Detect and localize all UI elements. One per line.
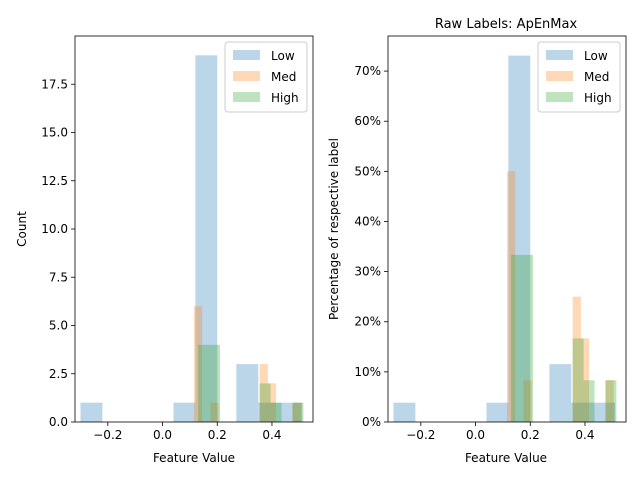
left-y-tick-label-7: 17.5: [41, 77, 68, 91]
right-high-bar-3: [583, 380, 595, 422]
right-low-bar-5: [593, 402, 616, 422]
right-y-tick-label-4: 40%: [354, 214, 381, 228]
right-med-bar-2: [572, 296, 581, 422]
left-high-bar-0: [198, 344, 210, 422]
right-med-bar-4: [605, 380, 614, 422]
left-y-tick-label-0: 0.0: [49, 415, 68, 429]
left-legend-label-med: Med: [271, 70, 296, 84]
left-med-bar-4: [292, 402, 301, 422]
right-x-axis-label: Feature Value: [465, 451, 547, 465]
right-x-tick-label-1: 0.0: [466, 428, 485, 442]
left-legend-label-high: High: [271, 91, 299, 105]
left-med-bar-3: [267, 383, 277, 422]
right-high-bar-1: [522, 254, 533, 422]
left-y-tick-label-2: 5.0: [49, 319, 68, 333]
left-low-bar-5: [280, 402, 303, 422]
left-low-bar-0: [80, 402, 103, 422]
right-y-tick-label-6: 60%: [354, 114, 381, 128]
right-legend-swatch-med: [546, 71, 573, 81]
left-y-tick-label-3: 7.5: [49, 270, 68, 284]
right-low-bar-2: [508, 55, 531, 423]
left-low-bar-3: [236, 364, 259, 422]
left-x-tick-label-3: 0.4: [262, 428, 281, 442]
left-x-tick-label-2: 0.2: [208, 428, 227, 442]
right-legend-label-med: Med: [584, 70, 609, 84]
right-high-bar-4: [605, 380, 617, 422]
right-legend-swatch-low: [546, 50, 573, 60]
right-high-bar-0: [511, 254, 523, 422]
left-low-bar-4: [258, 402, 281, 422]
left-legend-label-low: Low: [271, 49, 295, 63]
right-y-tick-label-7: 70%: [354, 64, 381, 78]
left-legend: Low Med High: [224, 41, 308, 113]
right-high-bar-2: [572, 338, 584, 422]
left-med-bar-1: [210, 402, 219, 422]
right-chart-title: Raw Labels: ApEnMax: [435, 17, 578, 32]
right-y-tick-label-2: 20%: [354, 315, 381, 329]
right-low-bar-3: [549, 364, 572, 422]
right-med-bar-3: [580, 338, 590, 422]
left-high-bar-2: [259, 383, 271, 422]
left-y-axis-label: Count: [15, 211, 29, 247]
left-x-tick-label-0: −0.2: [93, 428, 122, 442]
right-x-tick-label-0: −0.2: [406, 428, 435, 442]
right-low-bar-4: [571, 402, 594, 422]
right-med-bar-1: [523, 380, 532, 422]
left-low-bar-1: [173, 402, 196, 422]
right-med-bar-0: [507, 171, 516, 422]
right-low-bar-0: [393, 402, 416, 422]
left-med-bar-2: [259, 364, 268, 422]
left-y-tick-label-5: 12.5: [41, 174, 68, 188]
left-high-bar-3: [270, 402, 282, 422]
right-legend-label-low: Low: [584, 49, 608, 63]
right-legend-swatch-high: [546, 92, 573, 102]
right-y-tick-label-3: 30%: [354, 265, 381, 279]
left-legend-swatch-low: [233, 50, 260, 60]
left-med-bar-0: [194, 306, 203, 422]
left-histogram-panel: Feature Value Count −0.2 0.0 0.2 0.4 0.0 2.5 5…: [15, 35, 314, 465]
right-y-tick-label-0: 0%: [362, 415, 381, 429]
left-high-bar-4: [292, 402, 304, 422]
left-high-bar-1: [209, 344, 220, 422]
right-y-axis-label: Percentage of respective label: [327, 138, 341, 320]
right-low-bar-1: [486, 402, 509, 422]
right-axes-frame: [387, 35, 627, 423]
left-x-axis-label: Feature Value: [153, 451, 235, 465]
right-legend-box: [537, 41, 621, 113]
right-y-tick-label-1: 10%: [354, 365, 381, 379]
left-y-tick-label-6: 15.0: [41, 126, 68, 140]
left-x-tick-label-1: 0.0: [153, 428, 172, 442]
right-y-tick-label-5: 50%: [354, 164, 381, 178]
left-legend-swatch-med: [233, 71, 260, 81]
left-y-tick-label-4: 10.0: [41, 222, 68, 236]
right-histogram-panel: Raw Labels: ApEnMax Feature Value Percen…: [327, 17, 627, 465]
right-x-tick-label-3: 0.4: [575, 428, 594, 442]
left-low-bar-2: [195, 55, 218, 423]
left-y-tick-label-1: 2.5: [49, 367, 68, 381]
right-x-tick-label-2: 0.2: [521, 428, 540, 442]
right-legend: Low Med High: [537, 41, 621, 113]
right-legend-label-high: High: [584, 91, 612, 105]
left-legend-box: [224, 41, 308, 113]
left-legend-swatch-high: [233, 92, 260, 102]
